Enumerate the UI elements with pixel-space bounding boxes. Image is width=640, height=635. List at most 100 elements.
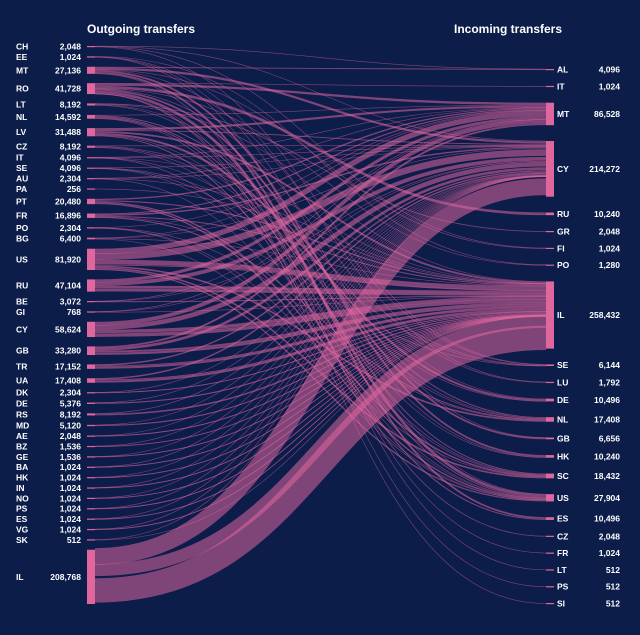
flow-link <box>94 116 547 283</box>
target-code-label: PO <box>557 260 570 270</box>
source-code-label: MT <box>16 65 29 75</box>
flow-link <box>94 311 547 404</box>
target-code-label: AL <box>557 65 568 75</box>
target-value-label: 2,048 <box>599 531 621 541</box>
source-code-label: LT <box>16 99 27 109</box>
flow-link <box>94 67 547 144</box>
source-node-rs <box>87 413 95 416</box>
source-code-label: GI <box>16 307 25 317</box>
target-code-label: ES <box>557 514 569 524</box>
flow-link <box>94 295 547 303</box>
source-node-mt <box>87 66 95 74</box>
flow-link <box>94 45 547 70</box>
target-node-se <box>546 364 554 367</box>
source-node-md <box>87 424 95 427</box>
source-value-label: 768 <box>67 307 81 317</box>
source-code-label: RU <box>16 281 28 291</box>
source-node-gb <box>87 346 95 356</box>
source-value-label: 47,104 <box>55 281 81 291</box>
flow-link <box>94 202 547 500</box>
target-value-label: 10,496 <box>594 514 620 524</box>
source-code-label: BZ <box>16 441 27 451</box>
flow-link <box>94 46 547 142</box>
source-value-label: 1,024 <box>60 473 82 483</box>
source-code-label: AE <box>16 431 28 441</box>
flow-link <box>94 145 547 169</box>
source-node-fr <box>87 213 95 218</box>
flow-link <box>94 56 547 438</box>
source-node-pt <box>87 198 95 205</box>
target-code-label: SE <box>557 360 569 370</box>
target-code-label: HK <box>557 451 570 461</box>
source-code-label: NL <box>16 112 27 122</box>
flow-link <box>94 267 547 479</box>
source-value-label: 4,096 <box>60 153 82 163</box>
source-value-label: 20,480 <box>55 196 81 206</box>
flow-link <box>94 56 547 383</box>
flow-link <box>94 93 547 604</box>
flow-link <box>94 316 547 541</box>
flow-link <box>94 70 547 457</box>
flow-link <box>94 175 547 488</box>
source-node-ru <box>87 279 95 292</box>
flow-link <box>94 264 547 292</box>
flow-link <box>94 107 547 158</box>
target-node-lu <box>546 381 554 384</box>
source-code-label: EE <box>16 52 28 62</box>
flow-link <box>94 174 547 426</box>
source-value-label: 5,376 <box>60 398 82 408</box>
flow-link <box>94 107 547 179</box>
source-code-label: RO <box>16 84 29 94</box>
target-node-il <box>546 281 554 349</box>
source-code-label: TR <box>16 362 27 372</box>
target-value-label: 6,144 <box>599 360 621 370</box>
target-value-label: 17,408 <box>594 414 620 424</box>
flow-link <box>94 265 547 422</box>
source-value-label: 2,048 <box>60 431 82 441</box>
source-value-label: 33,280 <box>55 346 81 356</box>
source-code-label: DK <box>16 388 29 398</box>
flow-link <box>94 315 547 468</box>
source-code-label: PS <box>16 504 28 514</box>
outgoing-header: Outgoing transfers <box>87 22 195 36</box>
flow-link <box>94 315 547 520</box>
source-code-label: US <box>16 254 28 264</box>
target-value-label: 1,024 <box>599 548 621 558</box>
target-code-label: GB <box>557 433 570 443</box>
source-node-ge <box>87 456 95 458</box>
flow-link <box>94 115 547 419</box>
source-node-dk <box>87 392 95 394</box>
source-node-lt <box>87 103 95 106</box>
source-code-label: PA <box>16 184 27 194</box>
source-code-label: MD <box>16 421 29 431</box>
flow-link <box>94 46 547 365</box>
flow-link <box>94 149 547 260</box>
flow-link <box>94 176 547 509</box>
flow-link <box>94 156 547 286</box>
source-value-label: 512 <box>67 535 81 545</box>
target-value-label: 1,280 <box>599 260 621 270</box>
flow-link <box>94 200 547 285</box>
source-code-label: CH <box>16 42 28 52</box>
source-node-hk <box>87 477 95 479</box>
target-node-gr <box>546 230 554 233</box>
source-code-label: BA <box>16 462 28 472</box>
source-value-label: 8,192 <box>60 142 82 152</box>
flow-link <box>94 146 547 366</box>
target-value-label: 86,528 <box>594 109 620 119</box>
source-node-au <box>87 178 95 180</box>
target-code-label: NL <box>557 414 568 424</box>
flow-link <box>94 110 547 228</box>
target-node-mt <box>546 102 554 126</box>
target-code-label: PS <box>557 582 569 592</box>
source-value-label: 1,536 <box>60 452 82 462</box>
flow-link <box>94 107 547 201</box>
source-code-label: FR <box>16 211 27 221</box>
source-value-label: 2,304 <box>60 174 82 184</box>
flow-link <box>94 83 547 87</box>
flow-link <box>94 306 547 369</box>
flow-link <box>94 157 547 402</box>
flow-link <box>94 146 547 216</box>
target-code-label: RU <box>557 209 569 219</box>
source-node-ee <box>87 56 95 58</box>
